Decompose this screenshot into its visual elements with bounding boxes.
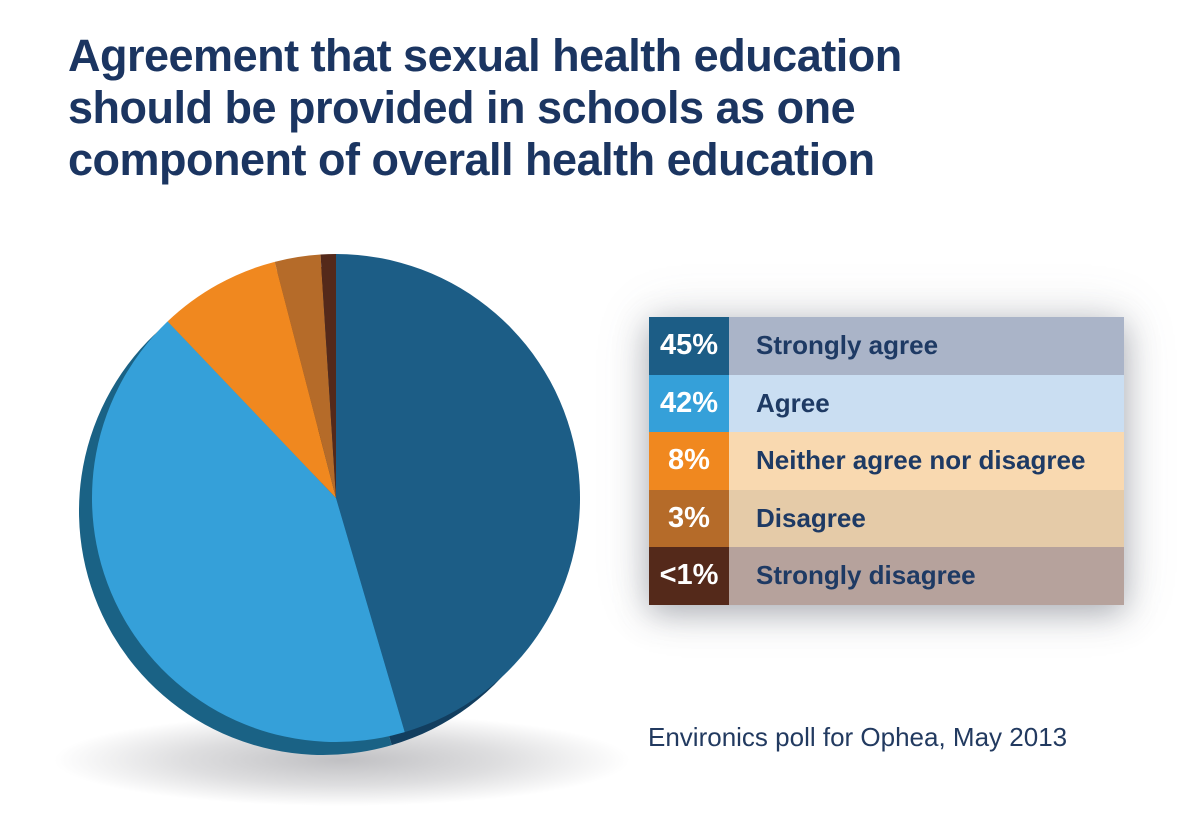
pie-slice-neither-agree-nor-disagree — [167, 261, 336, 498]
pie-chart — [30, 238, 650, 823]
chart-title-line-3: component of overall health education — [68, 134, 875, 185]
legend-label-agree: Agree — [729, 374, 1124, 432]
pie-ground-shadow — [54, 714, 630, 806]
legend-row-disagree: 3% Disagree — [649, 489, 1124, 547]
legend-swatch-strongly-disagree: <1% — [649, 547, 729, 605]
legend-label-neither-agree-nor-disagree: Neither agree nor disagree — [729, 432, 1124, 490]
legend-swatch-agree: 42% — [649, 374, 729, 432]
legend-label-strongly-disagree: Strongly disagree — [729, 547, 1124, 605]
chart-legend: 45% Strongly agree 42% Agree 8% Neither agree… — [649, 317, 1124, 605]
legend-row-strongly-agree: 45% Strongly agree — [649, 317, 1124, 375]
legend-label-strongly-agree: Strongly agree — [729, 317, 1124, 375]
pie-slice-agree — [91, 321, 405, 743]
legend-row-strongly-disagree: <1% Strongly disagree — [649, 547, 1124, 605]
legend-row-agree: 42% Agree — [649, 374, 1124, 432]
source-note: Environics poll for Ophea, May 2013 — [648, 722, 1068, 752]
chart-title-line-1: Agreement that sexual health education — [68, 30, 902, 81]
pie-slice-disagree — [274, 254, 336, 498]
chart-title: Agreement that sexual health education s… — [68, 30, 902, 186]
legend-swatch-strongly-agree: 45% — [649, 317, 729, 375]
chart-title-line-2: should be provided in schools as one — [68, 82, 856, 133]
pie-slice-strongly-disagree — [320, 254, 336, 498]
pie-chart-svg — [54, 254, 630, 806]
pie-slice-strongly-agree — [336, 254, 581, 733]
legend-swatch-disagree: 3% — [649, 489, 729, 547]
legend-row-neither-agree-nor-disagree: 8% Neither agree nor disagree — [649, 432, 1124, 490]
legend-swatch-neither-agree-nor-disagree: 8% — [649, 432, 729, 490]
legend-label-disagree: Disagree — [729, 489, 1124, 547]
